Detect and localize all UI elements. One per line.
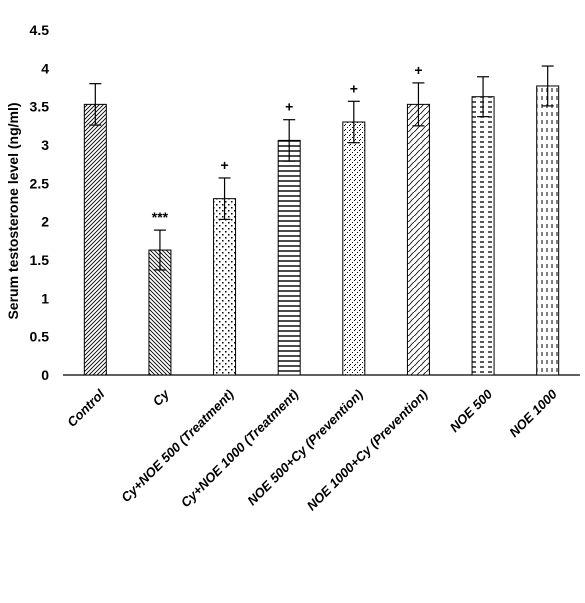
bar <box>213 198 237 376</box>
y-tick-label: 1.5 <box>30 252 50 268</box>
significance-marker: + <box>414 62 422 78</box>
x-tick-label: Cy <box>150 386 173 409</box>
bar <box>471 96 495 376</box>
y-tick-label: 3 <box>41 137 49 153</box>
y-tick-label: 0 <box>41 367 49 383</box>
y-tick-label: 3.5 <box>30 99 50 115</box>
bar <box>277 139 301 376</box>
y-tick-label: 1 <box>41 290 49 306</box>
significance-marker: + <box>285 99 293 115</box>
x-tick-label: NOE 1000+Cy (Prevention) <box>304 387 431 514</box>
x-tick-label: NOE 500 <box>447 386 496 435</box>
y-tick-label: 2.5 <box>30 175 50 191</box>
bar <box>83 103 107 376</box>
significance-marker: + <box>350 80 358 96</box>
y-tick-label: 2 <box>41 214 49 230</box>
bar <box>536 85 560 376</box>
x-tick-label: NOE 1000 <box>506 386 560 440</box>
significance-marker: *** <box>152 209 169 225</box>
x-tick-label: NOE 500+Cy (Prevention) <box>244 387 366 509</box>
bar <box>406 103 430 376</box>
bar <box>342 121 366 376</box>
significance-marker: + <box>220 157 228 173</box>
y-tick-label: 0.5 <box>30 329 50 345</box>
y-axis-title: Serum testosterone level (ng/ml) <box>5 102 21 319</box>
y-tick-label: 4.5 <box>30 22 50 38</box>
y-tick-label: 4 <box>41 60 49 76</box>
x-tick-label: Control <box>64 386 108 430</box>
x-tick-label: Cy+NOE 1000 (Treatment) <box>178 387 302 511</box>
plot-area: 0 0.5 1 1.5 2 2.5 3 3.5 4 4.5 Control *** Cy + Cy+NOE … <box>30 22 580 513</box>
x-tick-label: Cy+NOE 500 (Treatment) <box>118 387 236 505</box>
